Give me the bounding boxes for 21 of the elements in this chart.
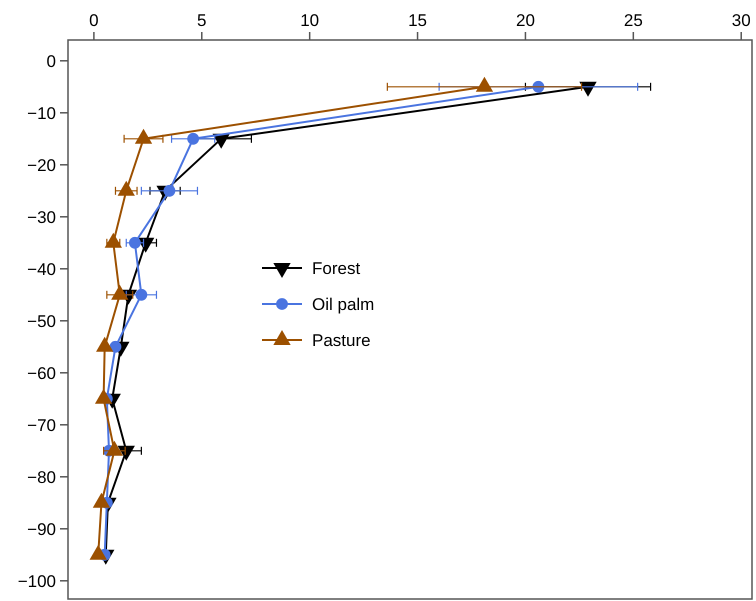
legend-label: Pasture [312,330,371,350]
x-tick-label: 30 [732,11,751,30]
y-tick-label: −30 [27,208,56,227]
x-tick-label: 25 [624,11,643,30]
y-tick-label: −50 [27,312,56,331]
legend-label: Oil palm [312,294,374,314]
y-tick-label: −40 [27,260,56,279]
y-tick-label: −100 [18,572,56,591]
x-tick-label: 0 [89,11,99,30]
x-tick-label: 15 [408,11,428,30]
y-tick-label: −80 [27,468,56,487]
x-tick-label: 10 [300,11,320,30]
y-tick-label: 0 [46,52,56,71]
y-tick-label: −20 [27,156,56,175]
x-tick-label: 5 [197,11,207,30]
y-tick-label: −10 [27,104,56,123]
y-tick-label: −90 [27,520,56,539]
y-tick-label: −70 [27,416,56,435]
x-tick-label: 20 [516,11,535,30]
y-tick-label: −60 [27,364,56,383]
legend-label: Forest [312,258,360,278]
